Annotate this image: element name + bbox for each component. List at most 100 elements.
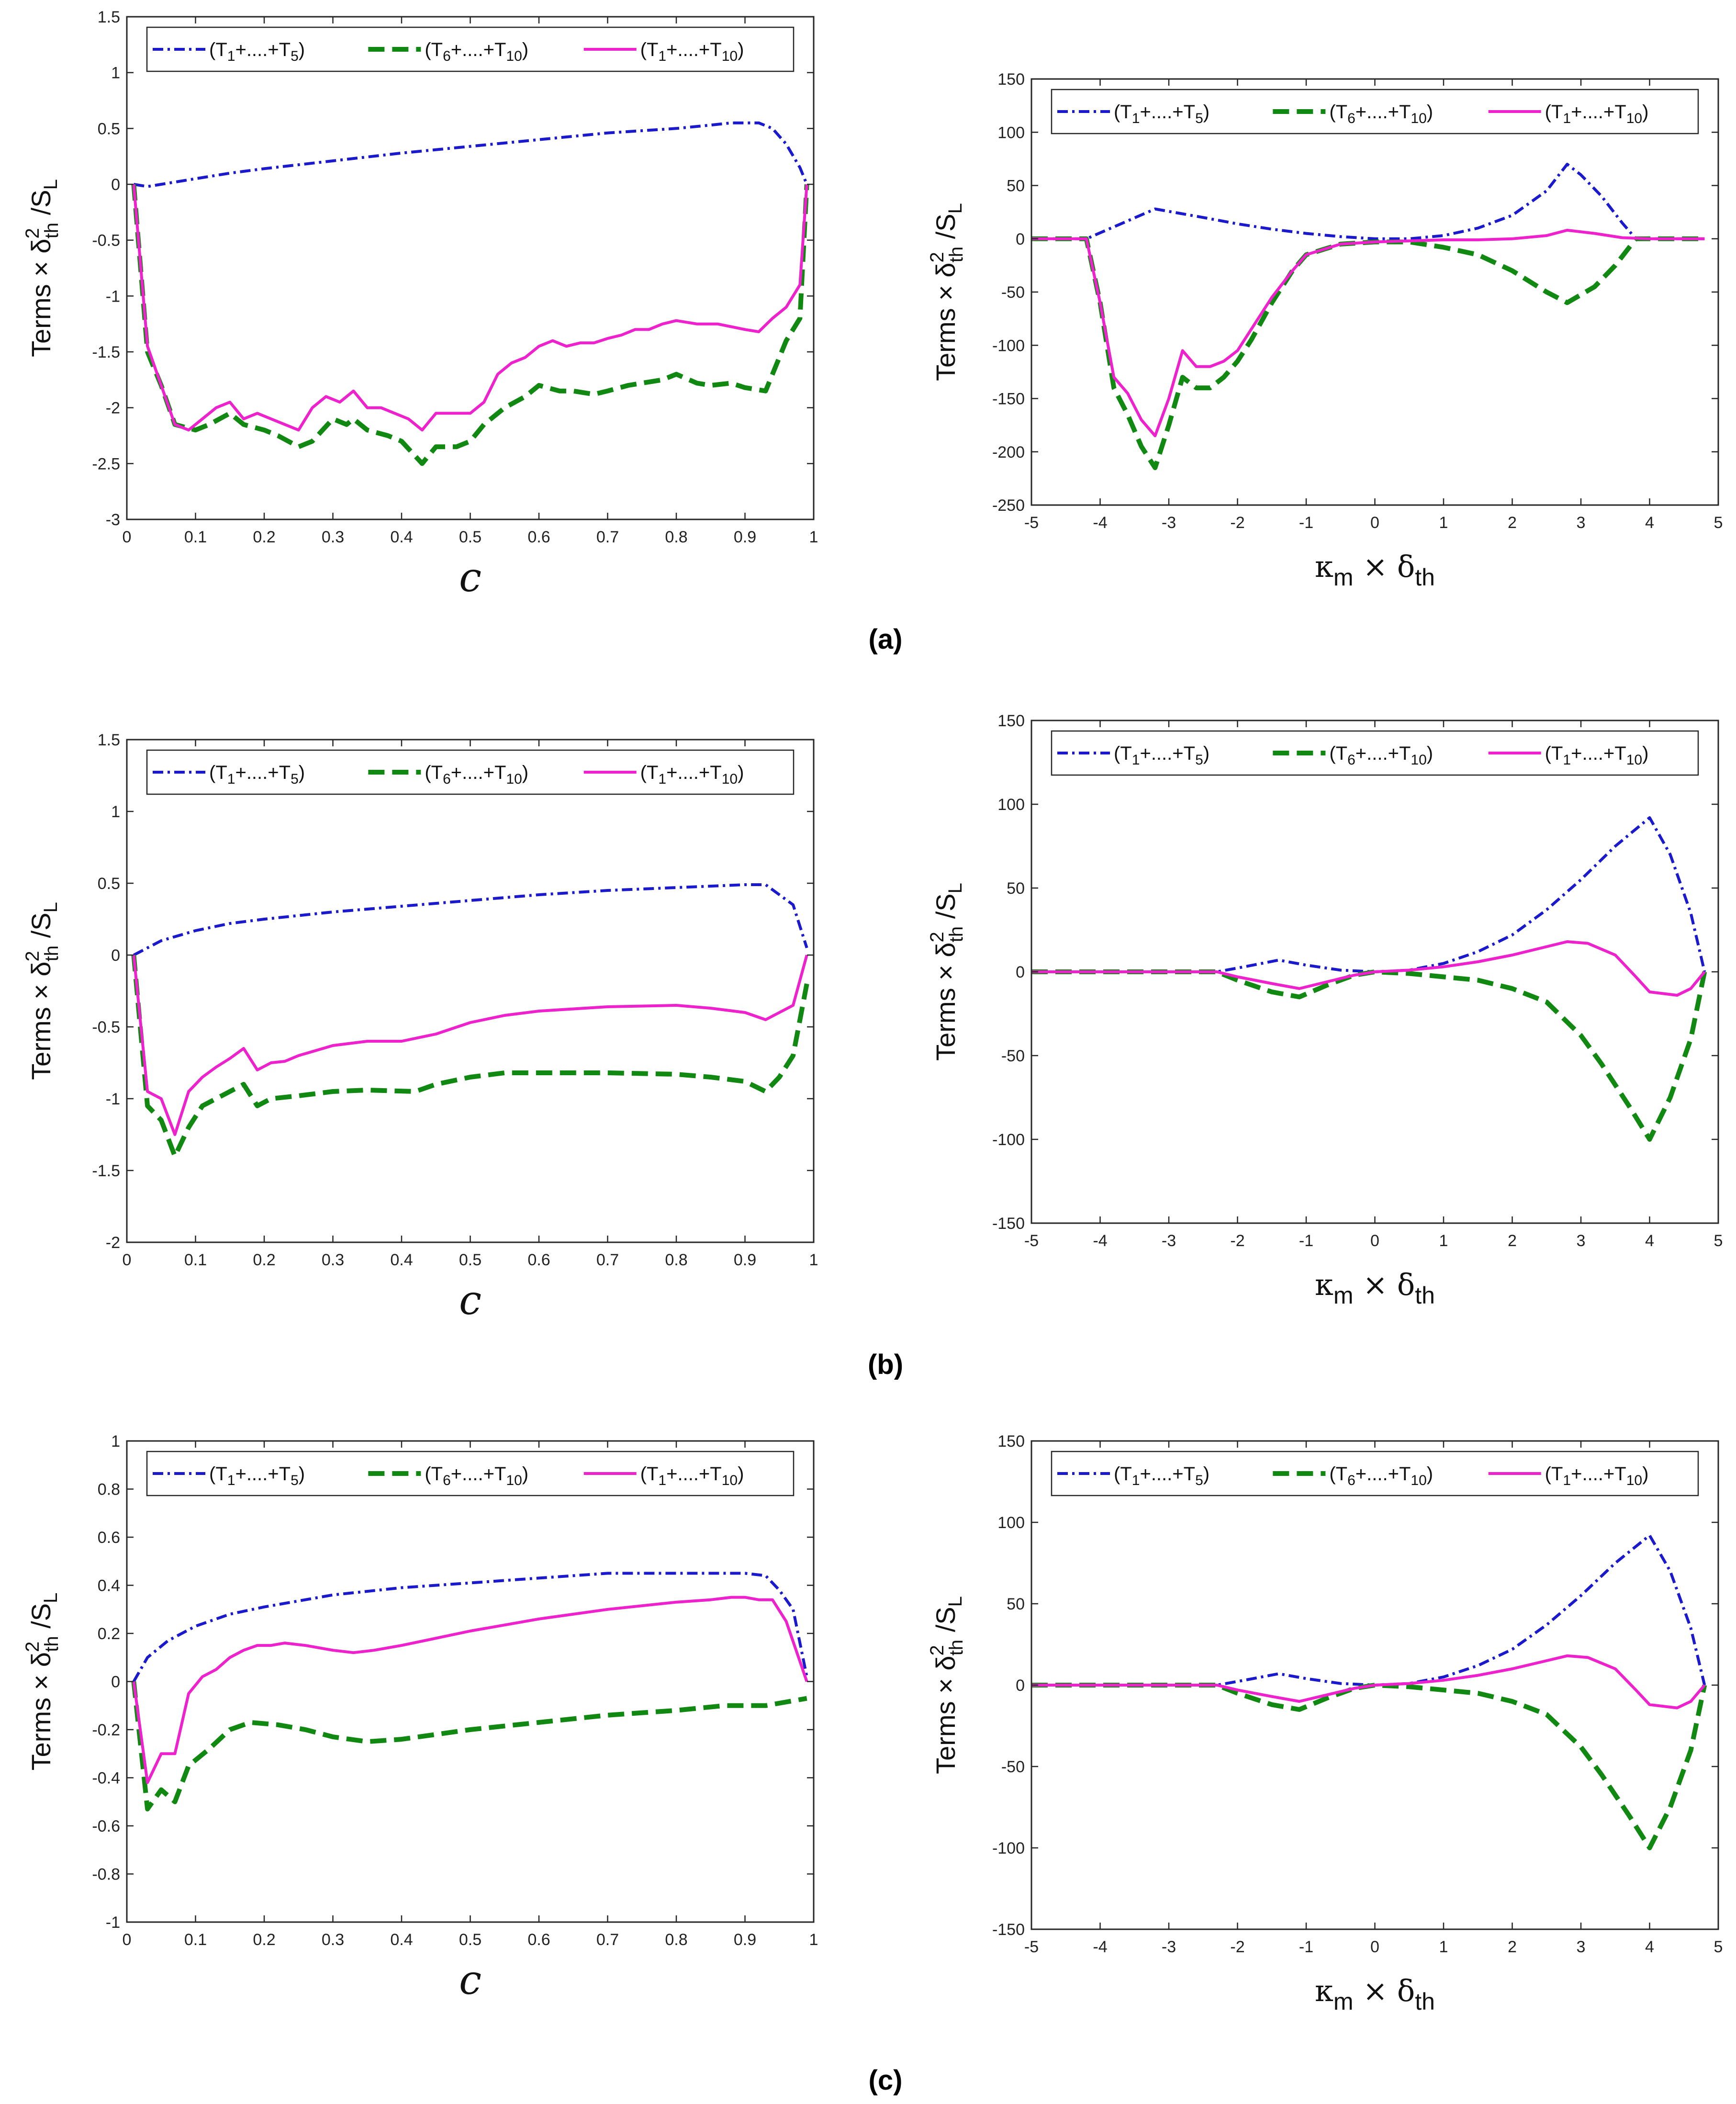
legend-label-s3: (T1+....+T10) (1545, 743, 1649, 768)
x-tick-label: 0 (1370, 514, 1379, 532)
y-label-superscript: 2 (927, 252, 948, 262)
x-axis-label: c (459, 554, 482, 601)
y-tick-label: 1 (111, 64, 120, 82)
legend-subscript: 5 (1195, 111, 1203, 126)
legend-subscript: 1 (658, 771, 666, 787)
legend-text-open: (T (640, 762, 659, 783)
legend-text-mid: +....+T (1571, 743, 1626, 764)
legend: (T1+....+T5) (T6+....+T10) (T1+....+T10) (1051, 89, 1699, 135)
x-tick-label: 2 (1508, 1938, 1517, 1956)
series-line-s1 (132, 1572, 808, 1682)
legend-label-s1: (T1+....+T5) (209, 762, 305, 787)
legend-subscript: 5 (1195, 1473, 1203, 1488)
y-tick-label: -1 (106, 287, 120, 305)
y-axis-label: Terms × δ2th /SL (22, 902, 62, 1080)
legend-text-open: (T (1545, 101, 1563, 123)
legend-text-mid: +....+T (1140, 101, 1195, 123)
y-tick-label: 150 (997, 712, 1025, 730)
series-line-s2 (1031, 236, 1705, 471)
legend-text-mid: +....+T (666, 39, 722, 60)
x-tick-label: 3 (1577, 1938, 1586, 1956)
y-tick-label: 50 (1007, 879, 1025, 898)
legend-label-s2: (T6+....+T10) (425, 762, 528, 787)
x-label-delta-subscript: th (1415, 1282, 1435, 1309)
legend-text-mid: +....+T (1140, 1463, 1195, 1485)
y-label-subscript: th (946, 247, 967, 262)
legend-text-open: (T (640, 1463, 659, 1485)
x-tick-label: 0.9 (734, 1251, 756, 1269)
y-tick-label: 0 (111, 1673, 120, 1691)
x-tick-label: 0.3 (322, 1931, 344, 1949)
panel-label-b: (b) (868, 1349, 903, 1380)
y-axis-label: Terms × δ2th /SL (22, 1593, 62, 1771)
legend-label-s3: (T1+....+T10) (640, 39, 744, 64)
y-tick-label: 0.2 (98, 1625, 120, 1643)
y-tick-label: 150 (997, 1432, 1025, 1451)
legend-box (1051, 730, 1699, 776)
chart-b-right: -5 -4 -3 -2 -1 0 1 2 3 4 5-150-100-50050100150(T1+… (927, 712, 1723, 1309)
legend-text-open: (T (1114, 101, 1132, 123)
x-label-times-delta: × δ (1354, 1973, 1415, 2008)
legend-text-mid: +....+T (1355, 743, 1411, 764)
plot-area (127, 17, 814, 519)
legend-text-open: (T (209, 762, 227, 783)
x-tick-label: 4 (1645, 514, 1654, 532)
x-tick-label: -1 (1299, 1938, 1313, 1956)
y-label-subscript: th (946, 926, 967, 942)
y-tick-label: 1.5 (98, 731, 120, 749)
x-tick-label: 5 (1714, 514, 1723, 532)
x-tick-label: -3 (1162, 514, 1176, 532)
series-line-s3 (132, 955, 808, 1136)
legend-text-close: ) (1203, 743, 1210, 764)
x-tick-label: 3 (1577, 1232, 1586, 1250)
y-tick-label: 1.5 (98, 8, 120, 26)
y-tick-label: -200 (992, 443, 1025, 461)
legend-text-close: ) (1642, 743, 1648, 764)
y-axis-label: Terms × δ2th /SL (927, 1596, 967, 1774)
x-label-times-delta: × δ (1354, 549, 1415, 584)
legend-subscript: 5 (291, 771, 299, 787)
y-label-tail-subscript: L (40, 902, 61, 912)
chart-a-left: 0 0.1 0.2 0.3 0.4 0.5 0.6 0.7 0.8 0.9 1 -3 -2.5 -2 -1.… (22, 8, 818, 601)
y-label-tail-subscript: L (945, 203, 966, 214)
legend: (T1+....+T5) (T6+....+T10) (T1+....+T10) (146, 749, 795, 795)
legend: (T1+....+T5) (T6+....+T10) (T1+....+T10) (146, 1451, 795, 1496)
legend-text-open: (T (1329, 101, 1347, 123)
y-tick-label: 0.8 (98, 1481, 120, 1499)
legend-subscript: 10 (1411, 752, 1426, 768)
legend-label-s1: (T1+....+T5) (1114, 101, 1210, 126)
x-tick-label: 0.6 (527, 1251, 550, 1269)
legend-subscript: 6 (1347, 752, 1355, 768)
legend-label-s2: (T6+....+T10) (425, 39, 528, 64)
series-line-s2 (1031, 1683, 1707, 1850)
legend-label-s2: (T6+....+T10) (425, 1463, 528, 1488)
x-tick-label: 0.6 (527, 528, 550, 546)
panel-label-a: (a) (869, 624, 903, 655)
legend-subscript: 10 (722, 771, 738, 787)
x-axis-label: c (459, 1277, 482, 1324)
x-tick-label: 1 (1439, 1232, 1448, 1250)
y-tick-label: -150 (992, 1215, 1025, 1233)
series-line-s3 (132, 1596, 808, 1784)
series-line-s2 (131, 1681, 807, 1811)
legend-text-close: ) (1427, 743, 1433, 764)
legend-box (146, 1451, 795, 1496)
legend-text-open: (T (1114, 1463, 1132, 1485)
x-tick-label: -2 (1230, 1938, 1244, 1956)
legend: (T1+....+T5) (T6+....+T10) (T1+....+T10) (1051, 1451, 1699, 1496)
x-tick-label: 4 (1645, 1232, 1654, 1250)
y-label-tail: /S (26, 190, 56, 222)
y-label-tail-subscript: L (40, 179, 61, 190)
y-label-tail: /S (930, 214, 961, 246)
y-label-superscript: 2 (22, 1642, 43, 1652)
y-tick-label: -2 (106, 399, 120, 417)
x-tick-label: -5 (1024, 1232, 1039, 1250)
y-tick-label: -250 (992, 496, 1025, 515)
legend-text-mid: +....+T (235, 39, 291, 60)
x-tick-label: 0.1 (184, 1251, 207, 1269)
legend-text-close: ) (522, 762, 528, 783)
series-line-s1 (133, 883, 808, 956)
legend-label-s1: (T1+....+T5) (209, 39, 305, 64)
x-tick-label: -1 (1299, 514, 1313, 532)
y-label-tail: /S (930, 1607, 961, 1639)
